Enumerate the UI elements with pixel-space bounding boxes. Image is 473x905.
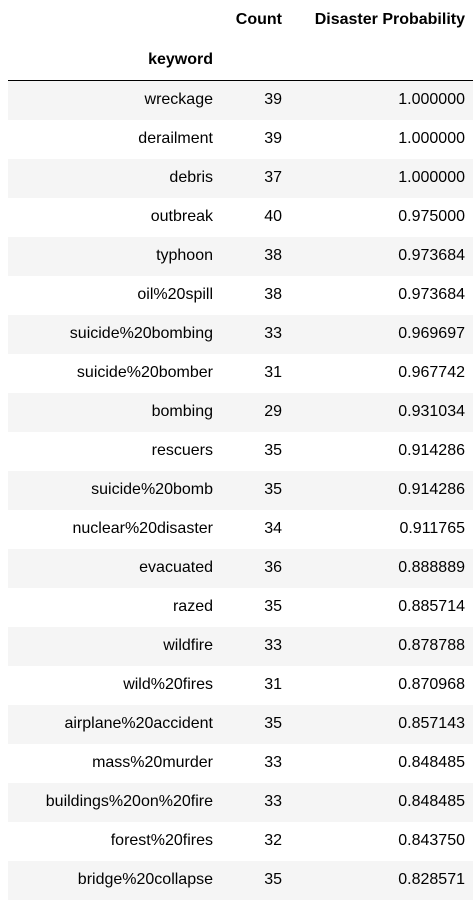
keyword-cell: mass%20murder (92, 754, 213, 771)
table-row: suicide%20bombing 33 0.969697 (8, 314, 473, 354)
header-blank-cell (285, 40, 473, 81)
disaster-probability-cell: 0.885714 (398, 598, 465, 615)
disaster-probability-cell: 0.967742 (398, 364, 465, 381)
count-cell: 33 (264, 754, 282, 771)
disaster-probability-cell: 0.848485 (398, 754, 465, 771)
index-header-row: keyword (8, 40, 473, 81)
disaster-probability-cell: 1.000000 (398, 130, 465, 147)
header-index-keyword: keyword (148, 51, 213, 68)
count-cell: 35 (264, 715, 282, 732)
table-row: wildfire 33 0.878788 (8, 626, 473, 666)
disaster-probability-cell: 0.870968 (398, 676, 465, 693)
table-row: oil%20spill 38 0.973684 (8, 275, 473, 315)
keyword-cell: wild%20fires (123, 676, 213, 693)
keyword-cell: suicide%20bombing (69, 325, 213, 342)
table-row: forest%20fires 32 0.843750 (8, 821, 473, 861)
keyword-cell: rescuers (151, 442, 213, 459)
header-count: Count (235, 11, 282, 28)
disaster-probability-cell: 0.843750 (398, 832, 465, 849)
table-row: evacuated 36 0.888889 (8, 548, 473, 588)
disaster-probability-cell: 0.878788 (398, 637, 465, 654)
keyword-cell: debris (169, 169, 213, 186)
table-row: bridge%20collapse 35 0.828571 (8, 860, 473, 900)
count-cell: 33 (264, 637, 282, 654)
keyword-cell: bombing (151, 403, 213, 420)
disaster-probability-cell: 0.848485 (398, 793, 465, 810)
table-row: rescuers 35 0.914286 (8, 431, 473, 471)
disaster-probability-cell: 0.857143 (398, 715, 465, 732)
table-row: debris 37 1.000000 (8, 158, 473, 198)
column-header-row: Count Disaster Probability (8, 0, 473, 40)
disaster-probability-cell: 0.888889 (398, 559, 465, 576)
keyword-cell: forest%20fires (110, 832, 213, 849)
count-cell: 32 (264, 832, 282, 849)
keyword-cell: airplane%20accident (64, 715, 213, 732)
count-cell: 31 (264, 676, 282, 693)
count-cell: 40 (264, 208, 282, 225)
keyword-cell: bridge%20collapse (77, 871, 213, 888)
header-blank-cell (215, 40, 285, 81)
count-cell: 31 (264, 364, 282, 381)
count-cell: 39 (264, 130, 282, 147)
disaster-probability-cell: 0.975000 (398, 208, 465, 225)
header-blank-cell (8, 0, 215, 40)
keyword-cell: suicide%20bomber (76, 364, 213, 381)
count-cell: 33 (264, 793, 282, 810)
count-cell: 38 (264, 247, 282, 264)
keyword-cell: nuclear%20disaster (72, 520, 213, 537)
keyword-cell: suicide%20bomb (91, 481, 213, 498)
disaster-probability-cell: 0.911765 (399, 520, 465, 537)
keyword-cell: buildings%20on%20fire (45, 793, 213, 810)
table-row: outbreak 40 0.975000 (8, 197, 473, 237)
count-cell: 35 (264, 598, 282, 615)
disaster-probability-cell: 0.931034 (398, 403, 465, 420)
table-row: derailment 39 1.000000 (8, 119, 473, 159)
table-row: suicide%20bomb 35 0.914286 (8, 470, 473, 510)
disaster-probability-cell: 1.000000 (398, 91, 465, 109)
count-cell: 34 (264, 520, 282, 537)
table-row: wreckage 39 1.000000 (8, 80, 473, 120)
keyword-cell: oil%20spill (137, 286, 213, 303)
table-row: airplane%20accident 35 0.857143 (8, 704, 473, 744)
count-cell: 35 (264, 481, 282, 498)
keyword-probability-table: Count Disaster Probability keyword wreck… (8, 0, 473, 900)
table-row: buildings%20on%20fire 33 0.848485 (8, 782, 473, 822)
disaster-probability-cell: 0.973684 (398, 286, 465, 303)
count-cell: 38 (264, 286, 282, 303)
count-cell: 29 (264, 403, 282, 420)
disaster-probability-cell: 0.914286 (398, 481, 465, 498)
disaster-probability-cell: 0.828571 (398, 871, 465, 888)
keyword-cell: outbreak (150, 208, 213, 225)
keyword-cell: wildfire (163, 637, 213, 654)
disaster-probability-cell: 1.000000 (398, 169, 465, 186)
count-cell: 35 (264, 871, 282, 888)
table-row: suicide%20bomber 31 0.967742 (8, 353, 473, 393)
dataframe-output: Count Disaster Probability keyword wreck… (8, 0, 473, 900)
table-row: mass%20murder 33 0.848485 (8, 743, 473, 783)
disaster-probability-cell: 0.969697 (398, 325, 465, 342)
keyword-cell: evacuated (139, 559, 213, 576)
keyword-cell: derailment (138, 130, 213, 147)
count-cell: 37 (264, 169, 282, 186)
count-cell: 39 (264, 91, 282, 109)
keyword-cell: razed (172, 598, 213, 615)
keyword-cell: typhoon (156, 247, 213, 264)
count-cell: 33 (264, 325, 282, 342)
table-row: razed 35 0.885714 (8, 587, 473, 627)
disaster-probability-cell: 0.914286 (398, 442, 465, 459)
count-cell: 36 (264, 559, 282, 576)
keyword-cell: wreckage (144, 91, 213, 109)
header-disaster-probability: Disaster Probability (314, 11, 465, 28)
disaster-probability-cell: 0.973684 (398, 247, 465, 264)
table-row: bombing 29 0.931034 (8, 392, 473, 432)
table-row: typhoon 38 0.973684 (8, 236, 473, 276)
table-row: nuclear%20disaster 34 0.911765 (8, 509, 473, 549)
table-row: wild%20fires 31 0.870968 (8, 665, 473, 705)
table-body: wreckage 39 1.000000 derailment 39 1.000000 de… (8, 80, 473, 900)
count-cell: 35 (264, 442, 282, 459)
